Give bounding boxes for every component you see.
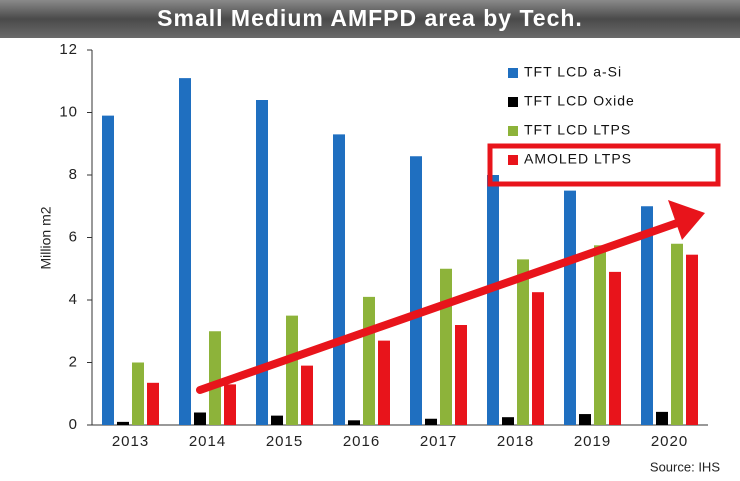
- legend-swatch: [508, 126, 518, 136]
- bar: [117, 421, 129, 425]
- bar: [656, 411, 668, 425]
- bar: [455, 325, 467, 425]
- legend-swatch: [508, 97, 518, 107]
- arrow-shaft: [196, 218, 684, 394]
- x-tick-label: 2019: [574, 433, 611, 450]
- x-tick-label: 2016: [343, 433, 380, 450]
- bar: [256, 100, 268, 425]
- y-tick-label: 8: [69, 166, 78, 183]
- legend-label: TFT LCD LTPS: [524, 122, 631, 138]
- bar: [286, 315, 298, 425]
- trend-arrow: [196, 200, 705, 394]
- bar: [686, 254, 698, 425]
- bar: [425, 418, 437, 425]
- bar: [487, 175, 499, 425]
- bar: [363, 296, 375, 425]
- y-tick-label: 12: [59, 41, 78, 58]
- bar: [378, 340, 390, 425]
- bar: [209, 331, 221, 425]
- bar: [333, 134, 345, 425]
- y-tick-label: 6: [69, 228, 78, 245]
- bar: [271, 415, 283, 425]
- bar: [224, 384, 236, 425]
- legend-swatch: [508, 68, 518, 78]
- y-tick-label: 2: [69, 353, 78, 370]
- bar: [440, 268, 452, 425]
- bar: [532, 292, 544, 425]
- bar: [410, 156, 422, 425]
- x-tick-label: 2020: [651, 433, 688, 450]
- bar: [179, 78, 191, 425]
- bar: [579, 414, 591, 425]
- x-tick-label: 2018: [497, 433, 534, 450]
- x-tick-label: 2014: [189, 433, 226, 450]
- source: Source: IHS: [650, 459, 720, 474]
- bar: [102, 115, 114, 425]
- highlight-box: [487, 143, 721, 187]
- legend-swatch: [508, 155, 518, 165]
- bar: [517, 259, 529, 425]
- y-tick-label: 0: [69, 416, 78, 433]
- chart-title: Small Medium AMFPD area by Tech.: [157, 5, 583, 31]
- y-axis-label: Million m2: [38, 206, 54, 269]
- x-tick-label: 2017: [420, 433, 457, 450]
- title-banner: [0, 0, 740, 38]
- bar: [609, 271, 621, 425]
- bar: [147, 382, 159, 425]
- bar: [671, 243, 683, 425]
- bar: [502, 417, 514, 425]
- bar: [301, 365, 313, 425]
- bar: [564, 190, 576, 425]
- arrow-head: [668, 200, 705, 240]
- bar: [132, 362, 144, 425]
- bar: [194, 412, 206, 425]
- bar: [348, 420, 360, 425]
- y-tick-label: 4: [69, 291, 78, 308]
- x-tick-label: 2013: [112, 433, 149, 450]
- bar: [641, 206, 653, 425]
- legend-label: AMOLED LTPS: [524, 151, 632, 167]
- legend-label: TFT LCD a-Si: [524, 64, 622, 80]
- bar: [594, 245, 606, 425]
- x-tick-label: 2015: [266, 433, 303, 450]
- y-tick-label: 10: [59, 103, 78, 120]
- legend-label: TFT LCD Oxide: [524, 93, 635, 109]
